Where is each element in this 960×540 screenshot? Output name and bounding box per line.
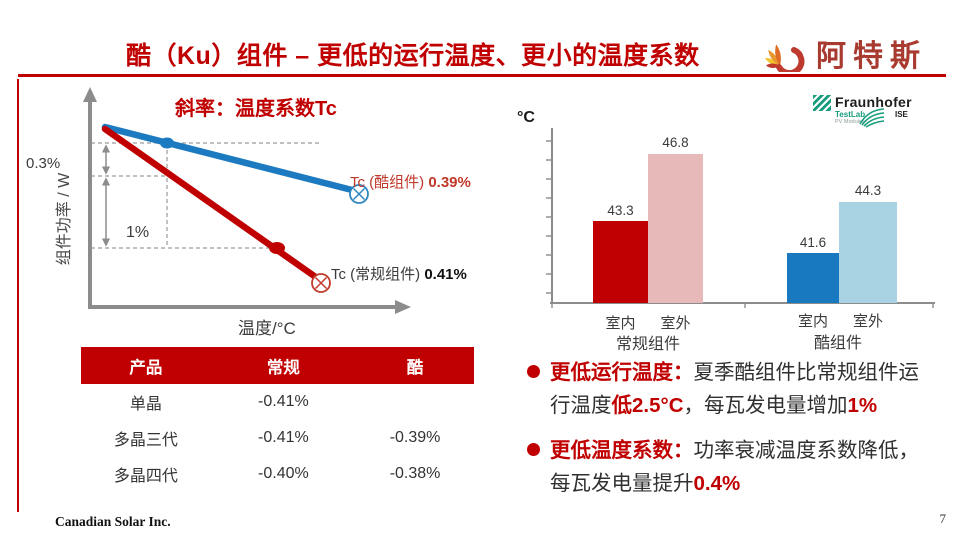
bar-value: 44.3 [854, 183, 882, 198]
tc-ku-name: Tc (酷组件) [350, 174, 429, 191]
fraunhofer-fan-icon [859, 108, 885, 128]
bar-chart-unit-label: °C [517, 109, 535, 126]
label-tc-ku: Tc (酷组件) 0.39% [350, 171, 471, 192]
bullet-segment: 夏季酷组件比常规组件运行温度 [550, 361, 919, 417]
bullet-icon [527, 443, 540, 456]
bar-group-standard: 常规组件 [615, 336, 680, 353]
cell: 多晶四代 [113, 468, 178, 485]
axis-ticks [546, 140, 934, 308]
fraunhofer-logo-icon [813, 95, 831, 111]
point-ku [160, 137, 174, 149]
table-row: 多晶三代 -0.41% -0.39% [81, 420, 474, 456]
table-row: 单晶 -0.41% [81, 384, 474, 420]
bar-category: 室内 [797, 313, 828, 330]
company-name: Canadian Solar Inc. [55, 514, 171, 529]
tc-std-value: 0.41% [424, 266, 467, 283]
bullet-label: 更低温度系数： [550, 439, 694, 462]
annotation-0-3-percent: 0.3% [26, 155, 61, 172]
bar-group-ku: 酷组件 [813, 335, 862, 352]
sun-logo-icon [764, 44, 805, 72]
bar-standard-indoor [593, 221, 648, 303]
bullet-highlight: 0.4% [693, 472, 741, 495]
brand-logo-text: 阿特斯 [816, 40, 927, 73]
title-underline [18, 74, 946, 77]
cell: -0.39% [389, 429, 441, 446]
table-header-ku: 酷 [406, 358, 424, 377]
cell: -0.38% [389, 465, 441, 482]
annotation-1-percent: 1% [126, 224, 150, 241]
table-header-product: 产品 [129, 358, 163, 377]
fraunhofer-testlab-label: TestLab [835, 110, 866, 119]
cell: 单晶 [129, 396, 162, 413]
label-tc-standard: Tc (常规组件) 0.41% [331, 263, 467, 284]
line-chart-x-axis-label: 温度/°C [238, 319, 296, 338]
circle-x-marker-standard [311, 273, 331, 293]
line-ku-module [101, 123, 356, 194]
left-accent-bar [17, 79, 19, 512]
bar-ku-indoor [787, 253, 839, 303]
bar-chart-axes [546, 128, 935, 308]
table-header-standard: 常规 [266, 358, 300, 377]
page-title: 酷（Ku）组件 – 更低的运行温度、更小的温度系数 [126, 42, 700, 70]
bullet-item-lower-temp-coefficient: 更低温度系数：功率衰减温度系数降低，每瓦发电量提升0.4% [550, 434, 922, 500]
table-header-row: 产品 常规 酷 [81, 347, 474, 384]
line-standard-module [101, 125, 321, 282]
bullet-item-lower-operating-temp: 更低运行温度：夏季酷组件比常规组件运行温度低2.5°C，每瓦发电量增加1% [550, 356, 922, 422]
bullet-segment: 功率衰减温度系数降低，每瓦发电量提升 [550, 439, 919, 495]
circle-x-marker-ku [349, 184, 369, 204]
cell: -0.41% [258, 429, 309, 446]
bar-category: 室内 [605, 315, 636, 332]
cell: 多晶三代 [113, 432, 178, 449]
bar-category: 室外 [660, 315, 691, 332]
bullet-highlight: 1% [847, 394, 878, 417]
bullet-segment: ，每瓦发电量增加 [683, 394, 848, 417]
coefficient-table: 产品 常规 酷 单晶 -0.41% 多晶三代 -0.41% -0.39% 多晶四… [81, 347, 474, 492]
cell: -0.41% [258, 393, 309, 410]
bar-value: 41.6 [799, 235, 827, 250]
axes [83, 87, 411, 314]
bar-value: 46.8 [662, 135, 689, 150]
fraunhofer-pv-modules-label: PV Modules [835, 119, 865, 125]
line-chart-title: 斜率：温度系数Tc [175, 98, 337, 120]
bar-ku-outdoor [839, 202, 897, 303]
fraunhofer-wordmark: Fraunhofer [835, 94, 912, 110]
bullet-icon [527, 365, 540, 378]
bullet-label: 更低运行温度： [550, 361, 694, 384]
cell: -0.40% [258, 465, 309, 482]
fraunhofer-ise-label: ISE [895, 110, 908, 119]
bar-value: 43.3 [607, 203, 634, 218]
bar-category: 室外 [852, 313, 883, 330]
table-row: 多晶四代 -0.40% -0.38% [81, 456, 474, 492]
line-chart [83, 87, 411, 314]
bar-standard-outdoor [648, 154, 703, 303]
point-standard [269, 242, 285, 254]
tc-ku-value: 0.39% [428, 174, 471, 191]
tc-std-name: Tc (常规组件) [331, 266, 425, 283]
bullet-highlight: 低2.5°C [611, 394, 684, 417]
page-number: 7 [939, 511, 947, 526]
